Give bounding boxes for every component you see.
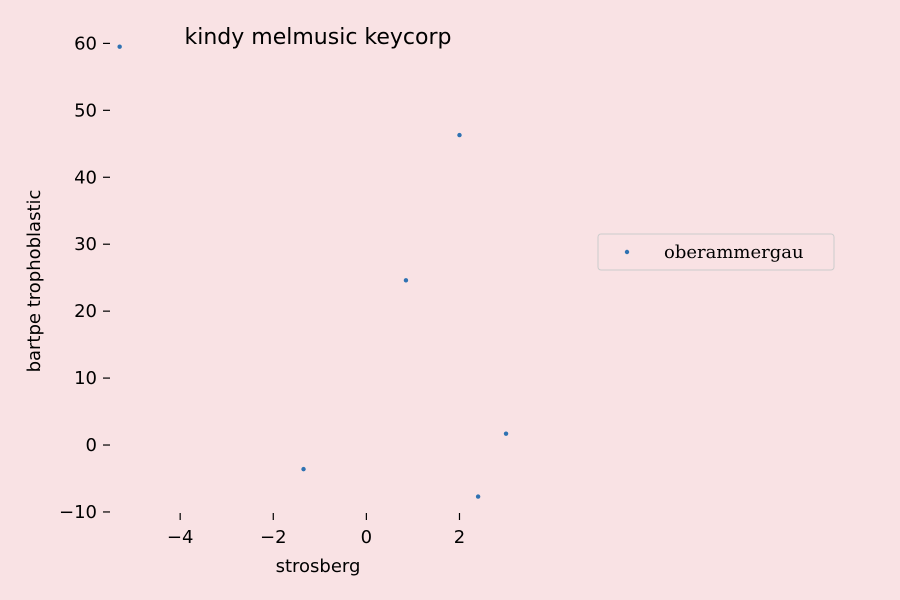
y-tick-label: 60: [74, 33, 97, 54]
y-tick-label: 50: [74, 100, 97, 121]
y-tick-label: 40: [74, 167, 97, 188]
x-tick-label: −2: [260, 527, 287, 548]
legend-marker: [624, 249, 630, 255]
y-axis: −10 0 10 20 30 40 50 60: [59, 33, 110, 523]
legend-label: oberammergau: [664, 242, 804, 263]
data-point: [503, 431, 509, 436]
data-point: [301, 466, 306, 472]
x-axis-title: strosberg: [276, 556, 361, 577]
y-axis-title: bartpe trophoblastic: [24, 190, 45, 373]
chart-title: kindy melmusic keycorp: [185, 25, 452, 50]
x-tick-label: −4: [167, 527, 194, 548]
data-point: [403, 278, 409, 283]
data-point: [457, 132, 462, 138]
y-tick-label: 30: [74, 234, 97, 255]
data-point: [475, 494, 481, 499]
y-tick-label: −10: [59, 502, 97, 523]
data-point: [117, 44, 122, 49]
legend-box: [597, 233, 835, 271]
y-tick-label: 20: [74, 301, 97, 322]
x-axis: −4 −2 0 2: [167, 513, 465, 548]
x-tick-label: 2: [454, 527, 465, 548]
x-tick-label: 0: [361, 527, 372, 548]
y-tick-label: 10: [74, 368, 97, 389]
y-tick-label: 0: [86, 435, 97, 456]
data-points: [117, 44, 509, 499]
legend: oberammergau: [597, 233, 835, 271]
